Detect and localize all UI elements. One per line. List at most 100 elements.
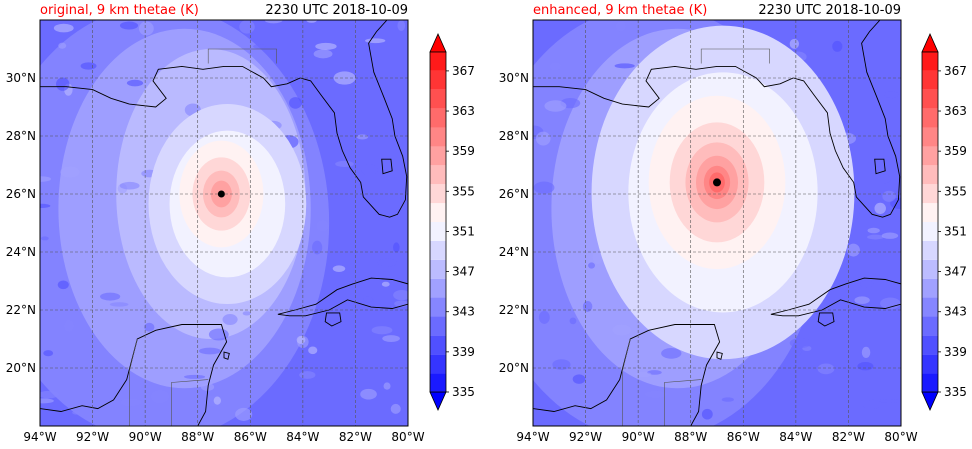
lat-tick-label: 30°N bbox=[6, 71, 36, 85]
field-patch bbox=[53, 23, 74, 33]
gridlines-enhanced bbox=[533, 20, 901, 426]
field-patch bbox=[615, 21, 626, 32]
colorbar-tick-label: 351 bbox=[452, 224, 475, 238]
coastline-isla-juventud bbox=[324, 312, 342, 327]
colorbar-tick-label: 363 bbox=[452, 104, 475, 118]
coastline-cozumel bbox=[223, 351, 230, 360]
colorbar-tick-label: 355 bbox=[944, 184, 967, 198]
field-patch bbox=[360, 164, 378, 176]
field-patch bbox=[569, 317, 577, 325]
panel-enhanced: enhanced, 9 km thetae (K) 2230 UTC 2018-… bbox=[499, 3, 918, 444]
colorbar-segment bbox=[922, 165, 938, 185]
field-patch bbox=[549, 62, 561, 71]
field-patch bbox=[789, 337, 812, 349]
field-patch bbox=[264, 20, 283, 24]
colorbar-segment bbox=[430, 316, 446, 336]
field-patch bbox=[535, 131, 551, 146]
field-patch bbox=[661, 347, 682, 359]
border-line bbox=[700, 48, 770, 64]
colorbar-segment bbox=[430, 89, 446, 109]
lon-tick-label: 92°W bbox=[569, 430, 602, 444]
field-patch bbox=[393, 290, 408, 301]
field-patch bbox=[253, 44, 266, 49]
lon-ticks-original: 94°W 92°W 90°W 88°W 86°W 84°W 82°W 80°W bbox=[23, 430, 424, 444]
colorbar-segment bbox=[430, 259, 446, 279]
lat-tick-label: 20°N bbox=[6, 361, 36, 375]
field-patch bbox=[592, 251, 603, 265]
colorbar-segment bbox=[922, 184, 938, 204]
field-patch bbox=[390, 403, 401, 414]
field-patch bbox=[40, 398, 54, 404]
field-patch bbox=[718, 20, 738, 26]
colorbar-segment bbox=[922, 127, 938, 147]
lat-tick-label: 24°N bbox=[6, 245, 36, 259]
coastline-north-gulf-florida bbox=[533, 20, 901, 218]
colorbar-tick-label: 339 bbox=[944, 345, 967, 359]
colorbar-segment bbox=[922, 373, 938, 392]
colorbar-segment bbox=[430, 354, 446, 374]
field-patch bbox=[57, 280, 69, 290]
field-patch bbox=[56, 77, 70, 91]
border-line bbox=[129, 338, 138, 426]
lon-ticks-enhanced: 94°W 92°W 90°W 88°W 86°W 84°W 82°W 80°W bbox=[516, 430, 917, 444]
field-patch bbox=[879, 174, 891, 184]
colorbar-tick-label: 347 bbox=[452, 265, 475, 279]
colorbar-frame bbox=[429, 51, 447, 393]
field-patch bbox=[328, 103, 337, 113]
field-patch bbox=[213, 396, 222, 405]
lon-tick-label: 82°W bbox=[339, 430, 372, 444]
field-patch bbox=[644, 390, 667, 398]
field-patch bbox=[857, 362, 874, 371]
field-patch bbox=[306, 20, 318, 23]
field-patch bbox=[144, 322, 155, 332]
field-patch bbox=[393, 242, 400, 253]
field-patch bbox=[313, 49, 333, 59]
field-patch bbox=[853, 205, 860, 219]
storm-center-marker-enhanced bbox=[713, 178, 721, 187]
field-patch bbox=[861, 399, 883, 409]
field-patch bbox=[867, 234, 884, 240]
colorbar-tick-label: 343 bbox=[452, 305, 475, 319]
storm-center-marker-original bbox=[217, 190, 225, 198]
field-patch bbox=[701, 408, 713, 420]
field-patch bbox=[794, 348, 802, 357]
lon-tick-label: 86°W bbox=[727, 430, 760, 444]
colorbar-segment bbox=[430, 203, 446, 222]
field-patch bbox=[40, 390, 59, 399]
field-patch bbox=[335, 160, 354, 167]
field-patch bbox=[315, 42, 337, 50]
field-patch bbox=[333, 71, 356, 85]
panel-original-title: original, 9 km thetae (K) bbox=[40, 3, 199, 18]
field-patch bbox=[299, 371, 316, 379]
field-patch bbox=[80, 62, 97, 70]
lat-tick-label: 26°N bbox=[499, 187, 529, 201]
field-patch bbox=[43, 350, 54, 357]
field-patch bbox=[138, 21, 154, 36]
field-patch bbox=[289, 97, 302, 109]
coastline-original bbox=[40, 20, 408, 426]
field-patch bbox=[296, 335, 306, 344]
colorbar-segment bbox=[430, 70, 446, 90]
field-patch bbox=[377, 258, 398, 267]
colorbar-segment bbox=[430, 373, 446, 392]
gridlines-original bbox=[40, 20, 408, 426]
field-patch bbox=[854, 296, 870, 304]
colorbar-tick-label: 359 bbox=[944, 144, 967, 158]
colorbar-segment bbox=[922, 316, 938, 336]
field-patch bbox=[397, 20, 406, 32]
coastline-yucatan bbox=[40, 324, 228, 426]
field-patch bbox=[789, 38, 799, 49]
field-patch bbox=[588, 262, 596, 269]
thetae-field-enhanced bbox=[533, 20, 901, 426]
colorbar-tick-label: 367 bbox=[452, 64, 475, 78]
colorbar-frame bbox=[921, 51, 939, 393]
colorbar-segment bbox=[430, 222, 446, 241]
colorbar-tick-label: 343 bbox=[944, 305, 967, 319]
lat-tick-label: 26°N bbox=[6, 187, 36, 201]
lon-tick-label: 94°W bbox=[23, 430, 56, 444]
field-patch bbox=[198, 347, 221, 355]
field-patch bbox=[552, 359, 571, 370]
field-patch bbox=[882, 190, 896, 202]
lat-tick-label: 20°N bbox=[499, 361, 529, 375]
